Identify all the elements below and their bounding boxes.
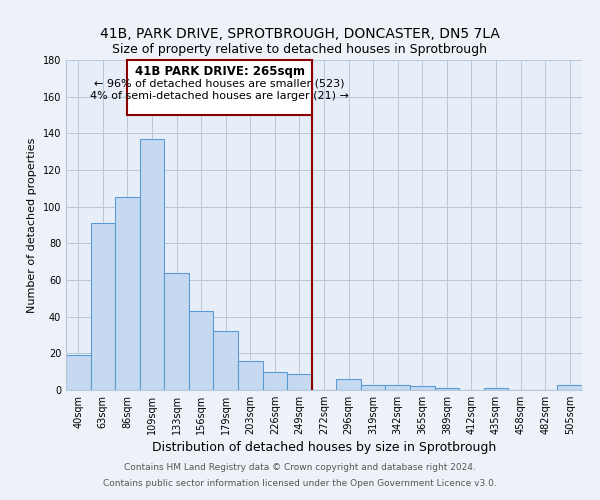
- Bar: [127, 60, 312, 115]
- Bar: [164, 272, 189, 390]
- Bar: [336, 379, 361, 390]
- Bar: [189, 311, 214, 390]
- Bar: [361, 384, 385, 390]
- Bar: [263, 372, 287, 390]
- Text: 41B PARK DRIVE: 265sqm: 41B PARK DRIVE: 265sqm: [134, 66, 305, 78]
- Bar: [91, 223, 115, 390]
- Bar: [214, 332, 238, 390]
- Text: Size of property relative to detached houses in Sprotbrough: Size of property relative to detached ho…: [113, 42, 487, 56]
- Bar: [385, 384, 410, 390]
- Bar: [434, 388, 459, 390]
- Text: Contains HM Land Registry data © Crown copyright and database right 2024.: Contains HM Land Registry data © Crown c…: [124, 464, 476, 472]
- Bar: [287, 374, 312, 390]
- Bar: [66, 355, 91, 390]
- Bar: [410, 386, 434, 390]
- Text: ← 96% of detached houses are smaller (523): ← 96% of detached houses are smaller (52…: [94, 78, 345, 88]
- Y-axis label: Number of detached properties: Number of detached properties: [27, 138, 37, 312]
- Text: 41B, PARK DRIVE, SPROTBROUGH, DONCASTER, DN5 7LA: 41B, PARK DRIVE, SPROTBROUGH, DONCASTER,…: [100, 28, 500, 42]
- Bar: [238, 360, 263, 390]
- Text: Contains public sector information licensed under the Open Government Licence v3: Contains public sector information licen…: [103, 478, 497, 488]
- Bar: [484, 388, 508, 390]
- X-axis label: Distribution of detached houses by size in Sprotbrough: Distribution of detached houses by size …: [152, 442, 496, 454]
- Text: 4% of semi-detached houses are larger (21) →: 4% of semi-detached houses are larger (2…: [90, 91, 349, 101]
- Bar: [140, 139, 164, 390]
- Bar: [115, 198, 140, 390]
- Bar: [557, 384, 582, 390]
